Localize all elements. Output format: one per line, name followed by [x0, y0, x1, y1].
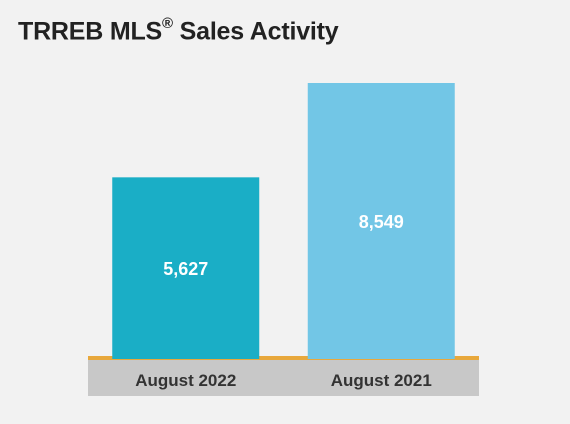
bar-1: [112, 177, 260, 359]
registered-mark: ®: [162, 15, 173, 32]
x-tick-label-1: August 2022: [135, 371, 236, 390]
x-axis-line: [88, 356, 479, 360]
chart-title: TRREB MLS® Sales Activity: [18, 15, 339, 46]
data-label-2: 8,549: [359, 212, 404, 232]
bar-2: [307, 83, 455, 359]
x-tick-label-2: August 2021: [331, 371, 432, 390]
chart-title-main: TRREB MLS: [18, 17, 163, 46]
chart-title-rest: Sales Activity: [172, 17, 339, 46]
data-label-1: 5,627: [163, 259, 208, 279]
category-axis-band: [88, 359, 479, 396]
